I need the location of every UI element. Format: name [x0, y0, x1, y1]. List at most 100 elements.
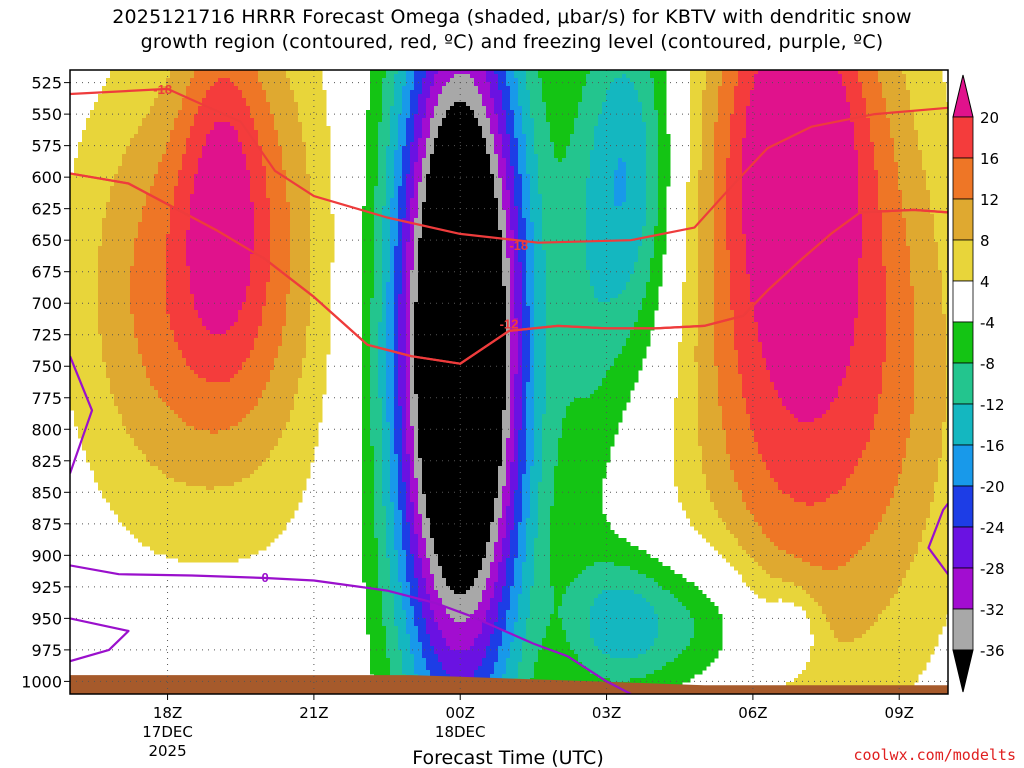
omega-cell [362, 206, 367, 583]
omega-cell [390, 106, 395, 199]
omega-cell [802, 70, 807, 423]
omega-cell [462, 74, 467, 103]
colorbar-label: 20 [980, 109, 999, 127]
omega-cell [734, 350, 739, 483]
omega-cell [706, 490, 711, 543]
omega-cell [742, 398, 747, 503]
omega-cell [718, 614, 723, 651]
omega-cell [446, 614, 451, 647]
omega-cell [450, 106, 455, 591]
omega-cell [186, 366, 191, 427]
omega-cell [422, 578, 427, 619]
omega-cell [874, 622, 879, 694]
colorbar-label: -36 [980, 642, 1005, 660]
y-tick-label: 975 [31, 641, 62, 660]
omega-cell [774, 70, 779, 391]
omega-cell [194, 310, 199, 375]
omega-cell [798, 674, 803, 694]
omega-cell [202, 146, 207, 327]
omega-cell [182, 154, 187, 359]
omega-cell [414, 70, 419, 115]
omega-cell [622, 658, 627, 683]
omega-cell [618, 78, 623, 159]
omega-cell [618, 590, 623, 659]
omega-cell [898, 190, 903, 475]
omega-cell [250, 410, 255, 475]
omega-cell [630, 546, 635, 571]
omega-cell [394, 150, 399, 247]
omega-cell [626, 590, 631, 659]
omega-cell [194, 70, 199, 115]
omega-cell [782, 494, 787, 551]
omega-cell [830, 494, 835, 571]
omega-cell [730, 470, 735, 535]
omega-cell [898, 70, 903, 191]
omega-cell [186, 70, 191, 87]
omega-cell [410, 554, 415, 607]
omega-cell [414, 218, 419, 303]
x-tick-label: 03Z [592, 704, 621, 722]
omega-cell [498, 230, 503, 467]
omega-cell [414, 394, 419, 479]
omega-cell [98, 246, 103, 335]
omega-cell [742, 70, 747, 139]
omega-cell [850, 70, 855, 123]
omega-cell [198, 158, 203, 319]
colorbar-label: 8 [980, 232, 990, 250]
omega-cell [278, 146, 283, 347]
omega-cell [370, 446, 375, 675]
omega-cell [846, 70, 851, 103]
freezing-contour-line [70, 617, 130, 663]
omega-cell [766, 538, 771, 575]
omega-cell [126, 434, 131, 531]
omega-cell [658, 670, 663, 694]
omega-cell [918, 542, 923, 675]
omega-cell [546, 70, 551, 123]
omega-cell [226, 382, 231, 431]
omega-cell [642, 70, 647, 123]
omega-cell [730, 534, 735, 567]
omega-cell [654, 582, 659, 615]
omega-cell [734, 538, 739, 571]
omega-cell [138, 354, 143, 451]
omega-cell [70, 174, 75, 411]
omega-cell [518, 594, 523, 663]
omega-cell [854, 466, 859, 555]
omega-cell [586, 398, 591, 567]
omega-cell [758, 526, 763, 567]
omega-cell [798, 422, 803, 503]
omega-cell [302, 142, 307, 359]
omega-cell [614, 358, 619, 435]
omega-cell [830, 570, 835, 631]
omega-cell [942, 82, 947, 315]
omega-cell [922, 170, 927, 531]
omega-cell [578, 398, 583, 575]
omega-cell [514, 138, 519, 207]
omega-cell [682, 606, 687, 651]
omega-cell [914, 130, 919, 555]
omega-cell [166, 314, 171, 407]
omega-cell [454, 102, 459, 595]
omega-cell [414, 114, 419, 163]
omega-cell [538, 78, 543, 195]
omega-cell [810, 506, 815, 567]
omega-cell [714, 510, 719, 551]
omega-cell [618, 538, 623, 567]
omega-cell [814, 418, 819, 503]
omega-cell [138, 450, 143, 543]
omega-cell [270, 114, 275, 371]
omega-cell [586, 70, 591, 75]
omega-cell [450, 590, 455, 619]
omega-cell [434, 622, 439, 655]
omega-cell [506, 658, 511, 694]
omega-cell [262, 306, 267, 391]
omega-cell [650, 70, 655, 79]
omega-cell [858, 82, 863, 215]
omega-cell [774, 390, 779, 483]
omega-cell [542, 250, 547, 415]
omega-cell [234, 482, 239, 563]
omega-cell [910, 414, 915, 563]
omega-cell [738, 374, 743, 491]
omega-cell [410, 606, 415, 655]
omega-cell [866, 542, 871, 631]
